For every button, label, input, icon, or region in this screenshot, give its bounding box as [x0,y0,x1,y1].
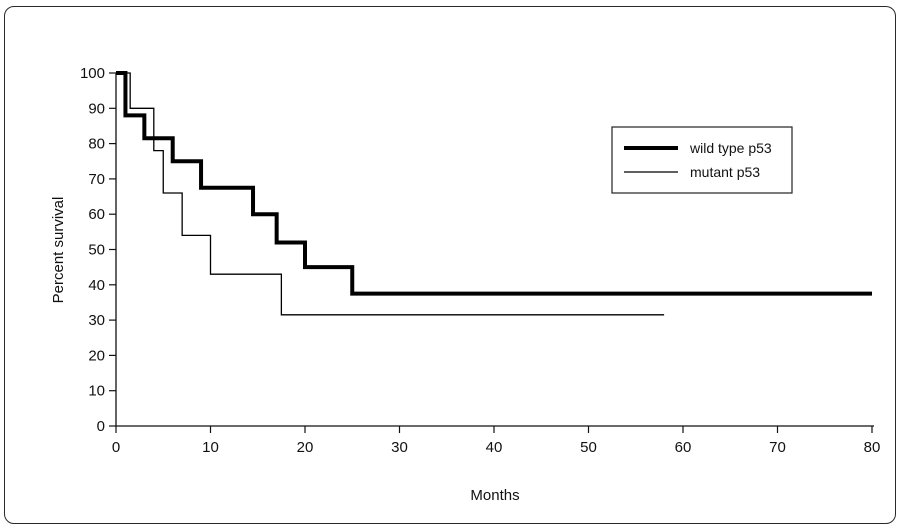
x-tick-label: 10 [202,439,219,456]
y-tick-label: 0 [97,418,105,435]
y-tick-label: 90 [88,100,105,117]
series-line-wild-type-p53 [116,71,872,296]
y-axis-title: Percent survival [50,197,67,304]
legend: wild type p53 mutant p53 [611,126,793,194]
chart-frame [4,6,896,524]
series-line-mutant-p53 [116,72,665,316]
axes: 0 10 20 30 40 50 60 70 80 0 10 20 30 40 50 60 70 80 90 100 [80,65,880,456]
y-tick-label: 80 [88,136,105,153]
y-tick-label: 20 [88,347,105,364]
y-tick-label: 40 [88,277,105,294]
x-tick-label: 60 [675,439,692,456]
x-tick-label: 20 [297,439,314,456]
x-tick-label: 70 [769,439,786,456]
x-tick-label: 40 [486,439,503,456]
y-tick-label: 100 [80,65,105,82]
x-tick-label: 0 [112,439,120,456]
y-tick-label: 60 [88,206,105,223]
y-tick-label: 70 [88,171,105,188]
series-layer [116,71,872,316]
y-tick-label: 30 [88,312,105,329]
legend-label-wild-type-p53: wild type p53 [689,140,772,156]
y-tick-label: 10 [88,383,105,400]
y-tick-label: 50 [88,242,105,259]
legend-box [611,126,793,194]
x-tick-label: 80 [864,439,881,456]
x-axis-title: Months [470,487,519,504]
legend-label-mutant-p53: mutant p53 [690,164,760,180]
x-tick-label: 30 [391,439,408,456]
x-tick-label: 50 [580,439,597,456]
